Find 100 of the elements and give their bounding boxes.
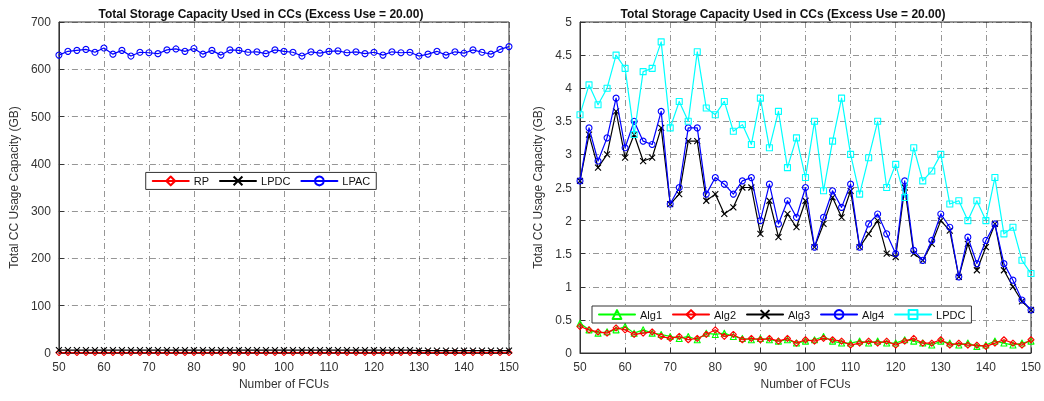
point [982,217,990,225]
point [442,51,450,59]
y-tick-label: 500 [30,109,52,124]
point [621,154,629,162]
x-tick-label: 80 [187,360,201,374]
point [298,52,306,60]
point [973,197,981,205]
point [919,177,927,185]
point [865,154,873,162]
point [792,213,801,221]
x-tick-label: 120 [885,360,907,374]
point [199,50,207,58]
point [928,236,936,245]
point [388,48,396,56]
y-tick-label: 3.5 [555,114,573,129]
point [720,97,728,105]
point [711,111,719,119]
point [639,137,647,145]
point [792,223,801,231]
point [675,190,683,198]
point [154,50,162,58]
point [639,68,647,76]
point [334,47,342,55]
point [901,193,909,201]
point [783,210,791,218]
x-tick-label: 130 [408,360,430,374]
point [639,157,647,165]
point [82,45,90,53]
point [630,117,638,125]
point [73,46,81,54]
x-axis-title: Number of FCUs [238,376,329,391]
point [684,117,692,125]
point [460,49,468,57]
point [910,246,918,254]
point [973,266,981,274]
point [451,48,459,56]
y-tick-label: 4 [565,81,573,96]
point [118,46,126,54]
point [612,94,620,102]
y-tick-label: 0.5 [555,312,573,327]
point [657,107,665,115]
point [217,51,225,59]
y-tick-label: 200 [30,251,52,266]
point [928,167,936,175]
point [496,45,504,53]
y-tick-label: 4.5 [555,48,573,63]
y-tick-label: 0 [44,346,52,360]
y-axis-title: Total CC Usage Capacity (GB) [531,106,545,269]
legend-label: LPAC [342,174,371,187]
point [379,51,387,59]
point [666,124,674,132]
point [874,210,882,218]
point [1009,276,1017,284]
point [433,47,441,55]
point [603,84,611,92]
point [585,124,593,132]
x-tick-label: 130 [930,360,952,374]
y-tick-label: 1 [565,279,573,294]
point [415,52,423,60]
point [892,160,900,168]
point [774,220,782,228]
point [774,107,782,115]
point [838,213,846,221]
point [693,48,701,56]
x-tick-label: 110 [841,360,861,374]
point [711,326,719,334]
point [478,48,486,56]
point [621,326,629,334]
point [874,117,882,125]
point [720,180,728,188]
x-tick-label: 70 [663,360,678,374]
point [397,49,405,57]
point [883,230,891,238]
point [172,45,180,53]
point [801,174,810,182]
point [1000,230,1008,238]
x-tick-label: 110 [319,360,339,374]
point [603,150,611,158]
point [109,50,117,58]
y-tick-label: 600 [30,62,52,77]
x-tick-label: 50 [573,360,587,374]
x-tick-label: 50 [52,360,66,374]
point [810,117,819,125]
y-tick-label: 700 [30,15,52,29]
legend-label: Alg4 [862,308,885,321]
point [783,164,791,172]
point [1018,256,1026,264]
point [262,50,270,58]
chart-title: Total Storage Capacity Used in CCs (Excess Use = 20.00) [620,7,946,21]
point [621,322,629,331]
point [847,150,855,158]
x-tick-label: 70 [142,360,156,374]
point [424,50,432,58]
point [747,174,755,182]
point [181,47,189,55]
legend-label: LPDC [936,308,966,321]
point [594,164,602,172]
point [946,223,954,231]
y-tick-label: 1.5 [555,246,573,261]
point [316,49,324,57]
